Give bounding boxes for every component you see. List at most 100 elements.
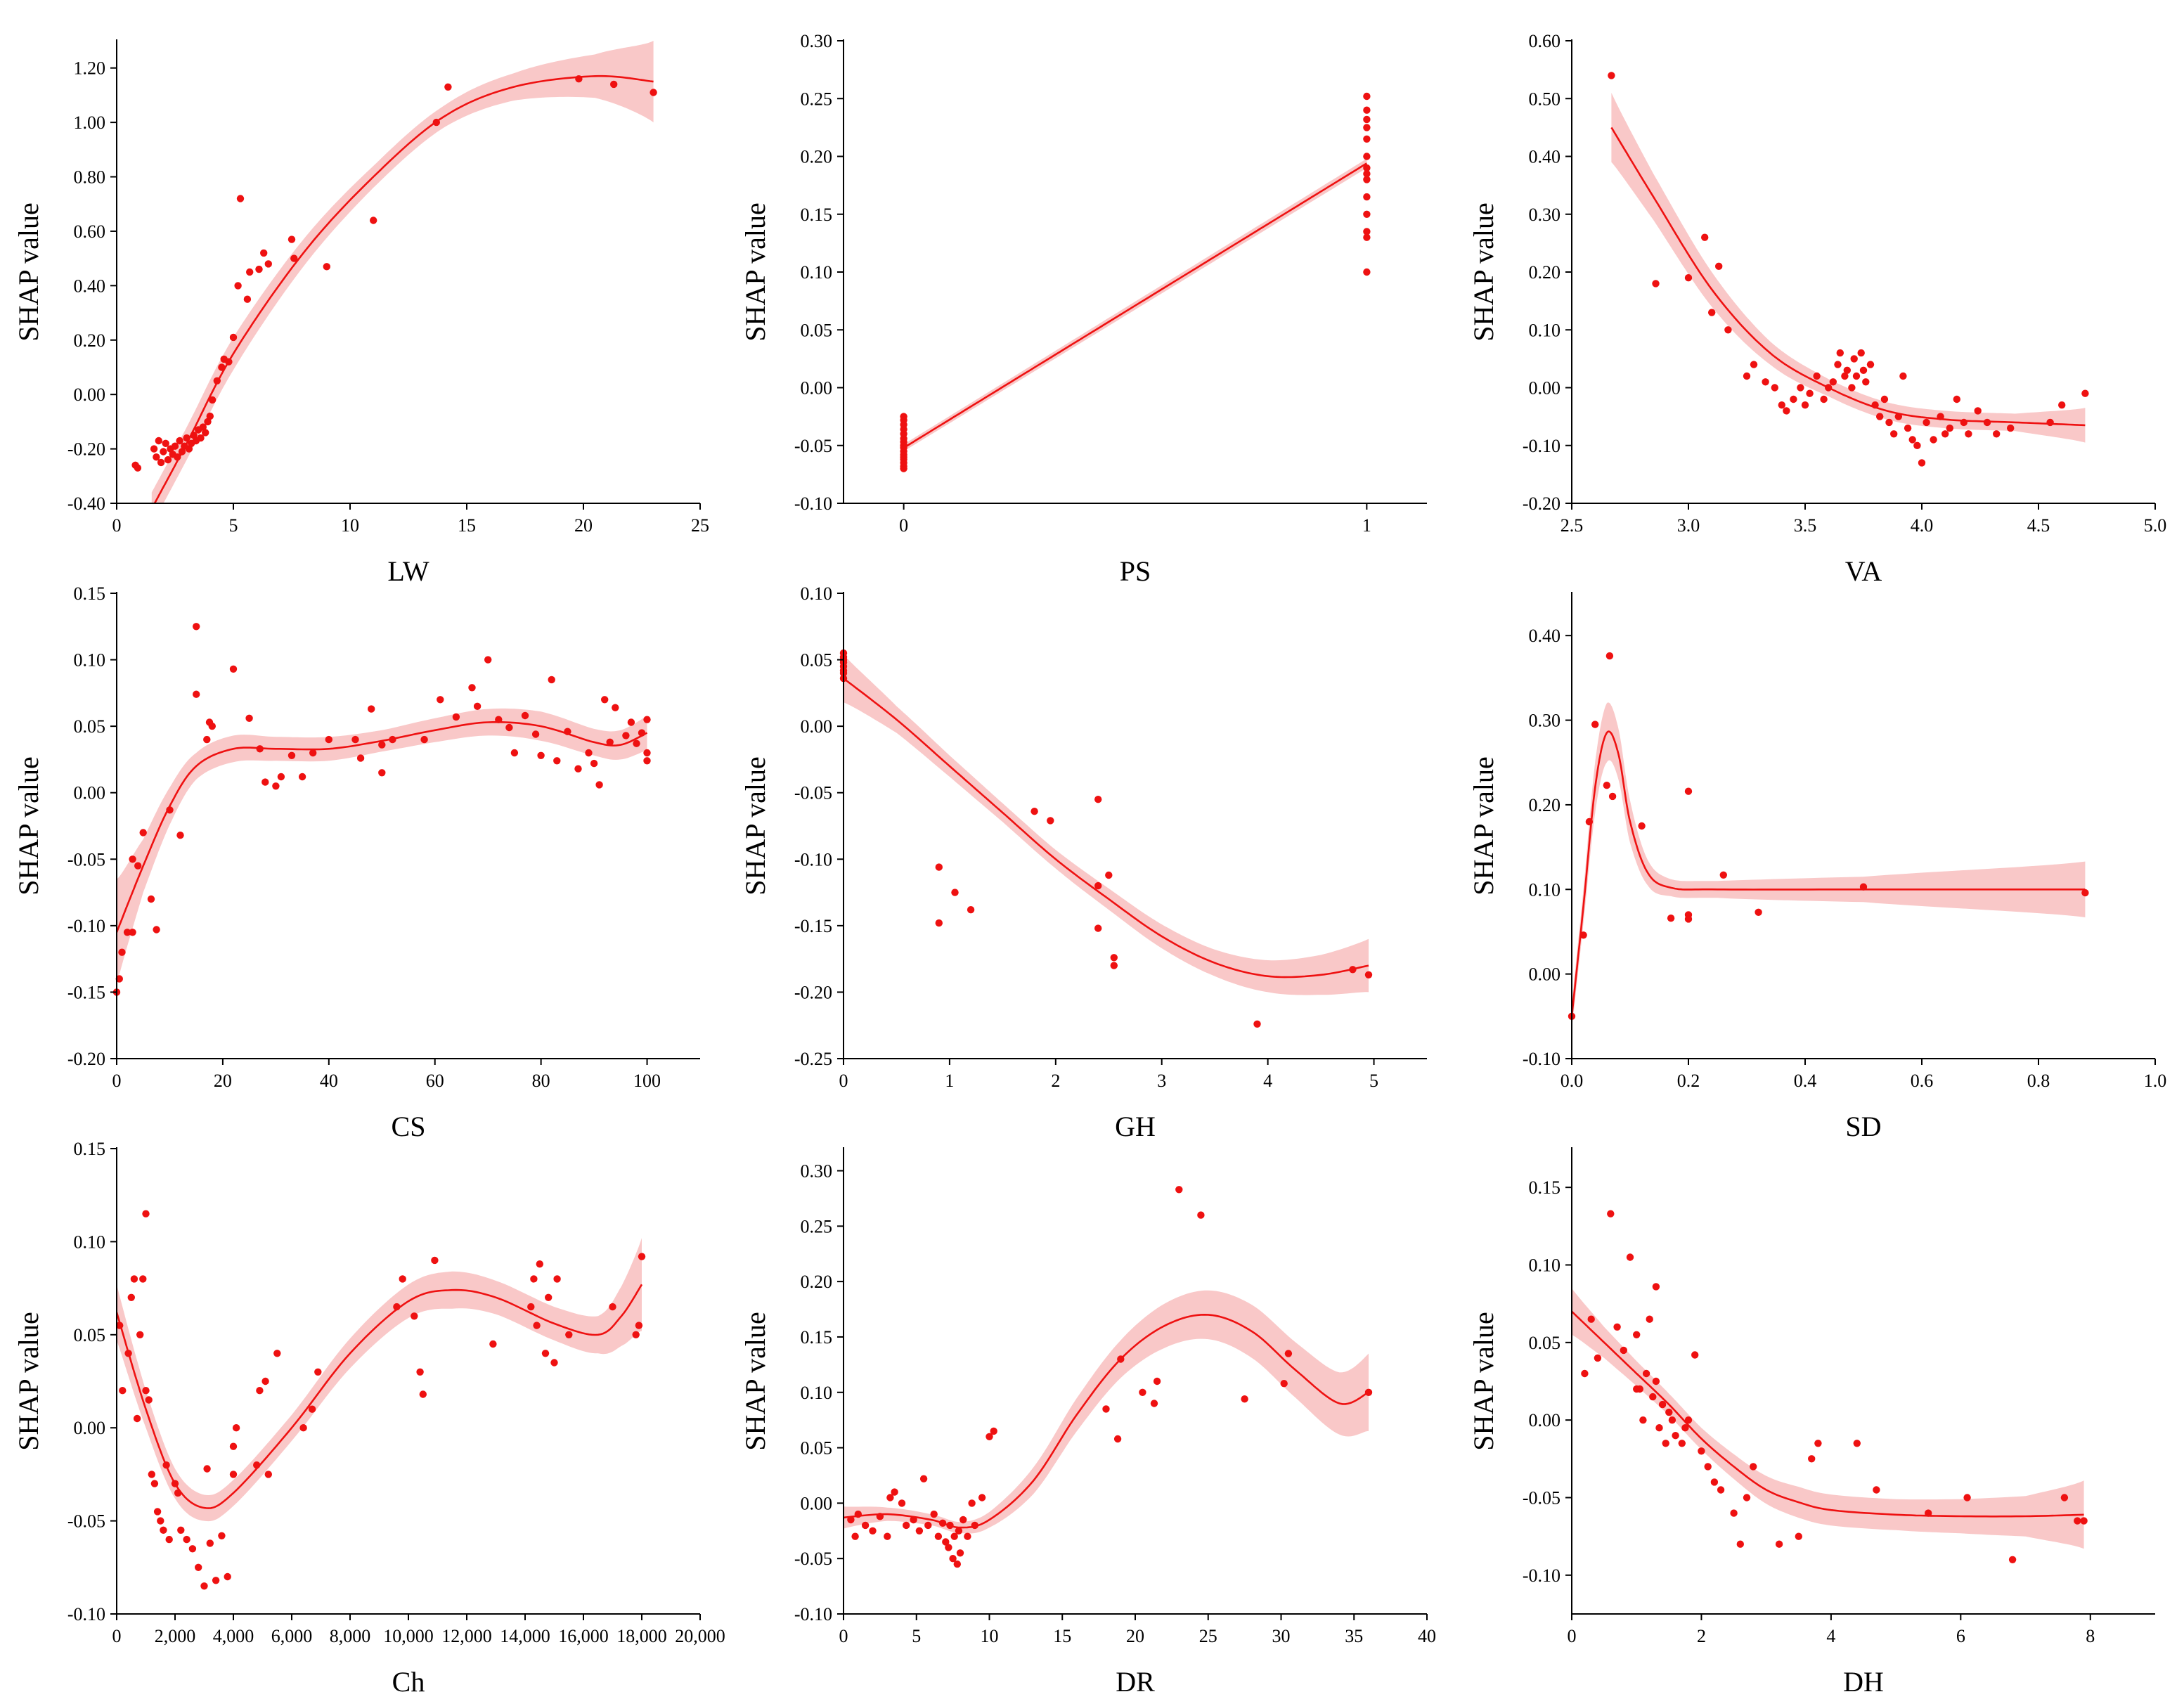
data-point bbox=[1668, 1416, 1676, 1424]
data-point bbox=[218, 1532, 226, 1539]
data-point bbox=[1607, 1210, 1615, 1217]
data-point bbox=[253, 1461, 261, 1469]
y-axis-title: SHAP value bbox=[13, 756, 44, 895]
data-point bbox=[1836, 349, 1844, 357]
confidence-band bbox=[844, 1290, 1369, 1534]
data-point bbox=[399, 1275, 406, 1283]
x-tick-label: 18,000 bbox=[616, 1626, 667, 1646]
x-tick-label: 3.0 bbox=[1677, 515, 1700, 536]
data-point bbox=[1175, 1186, 1183, 1194]
data-point bbox=[157, 458, 165, 467]
data-point bbox=[590, 759, 598, 768]
data-point bbox=[298, 773, 306, 781]
data-point bbox=[1591, 721, 1599, 728]
x-tick-label: 5 bbox=[1369, 1071, 1378, 1091]
data-point bbox=[206, 412, 214, 420]
data-point bbox=[193, 690, 200, 698]
data-point bbox=[541, 1350, 550, 1357]
data-point bbox=[1284, 1350, 1293, 1357]
data-point bbox=[1363, 135, 1371, 143]
data-point bbox=[452, 713, 460, 721]
data-point bbox=[1649, 1393, 1657, 1401]
data-point bbox=[1974, 407, 1982, 415]
data-point bbox=[946, 1521, 954, 1530]
data-point bbox=[246, 268, 254, 276]
data-point bbox=[953, 1560, 962, 1568]
data-point bbox=[1197, 1211, 1205, 1219]
x-axis-title: GH bbox=[1115, 1111, 1156, 1142]
data-point bbox=[1139, 1388, 1146, 1397]
y-tick-label: 0.15 bbox=[74, 583, 106, 604]
data-point bbox=[1241, 1395, 1248, 1403]
data-point bbox=[1363, 164, 1371, 172]
data-point bbox=[1652, 1283, 1660, 1291]
data-point bbox=[218, 363, 226, 371]
data-point bbox=[197, 434, 205, 442]
x-tick-label: 0 bbox=[112, 1626, 122, 1646]
data-point bbox=[188, 1545, 197, 1553]
y-tick-label: 0.80 bbox=[74, 167, 106, 188]
data-point bbox=[950, 1532, 958, 1540]
data-point bbox=[891, 1488, 898, 1496]
data-point bbox=[378, 741, 386, 749]
data-point bbox=[527, 1303, 535, 1311]
data-point bbox=[171, 442, 179, 450]
y-tick-label: 0.15 bbox=[801, 205, 833, 225]
data-point bbox=[1859, 366, 1868, 374]
data-point bbox=[1638, 822, 1646, 830]
y-tick-label: 0.10 bbox=[1529, 1255, 1561, 1276]
data-point bbox=[1918, 459, 1926, 467]
confidence-band bbox=[844, 654, 1369, 995]
data-point bbox=[1866, 361, 1875, 368]
y-tick-label: 0.10 bbox=[74, 650, 106, 671]
data-point bbox=[2046, 418, 2054, 427]
x-tick-label: 1 bbox=[1362, 515, 1371, 536]
data-point bbox=[1030, 808, 1038, 815]
data-point bbox=[495, 716, 503, 723]
data-point bbox=[553, 757, 561, 765]
data-point bbox=[1806, 389, 1814, 397]
panel-dr: -0.10 -0.05 0.00 0.05 0.10 0.15 0.20 0.25 0.30 0 5… bbox=[739, 1147, 1436, 1698]
data-point bbox=[986, 1433, 993, 1440]
y-tick-label: 0.30 bbox=[1529, 711, 1561, 731]
y-tick-label: 0.25 bbox=[801, 89, 833, 109]
data-point bbox=[165, 1535, 173, 1544]
y-tick-label: 0.05 bbox=[74, 1325, 106, 1345]
data-point bbox=[177, 1526, 185, 1534]
confidence-band bbox=[151, 41, 654, 503]
y-tick-label: -0.05 bbox=[794, 1549, 832, 1569]
y-tick-label: -0.05 bbox=[1523, 1488, 1561, 1509]
data-point bbox=[1808, 1455, 1816, 1463]
y-tick-label: 0.05 bbox=[801, 1438, 833, 1459]
data-point bbox=[1094, 924, 1102, 932]
data-point bbox=[643, 749, 651, 757]
confidence-band bbox=[117, 708, 647, 986]
data-point bbox=[1843, 366, 1851, 374]
x-tick-label: 4.0 bbox=[1911, 515, 1934, 536]
data-point bbox=[548, 676, 555, 684]
data-point bbox=[208, 396, 217, 404]
data-point bbox=[1363, 153, 1371, 160]
data-point bbox=[261, 1377, 269, 1385]
x-tick-label: 0 bbox=[112, 1071, 122, 1091]
data-point bbox=[575, 75, 583, 83]
data-point bbox=[162, 439, 169, 447]
data-point bbox=[886, 1494, 894, 1501]
data-point bbox=[473, 702, 482, 710]
x-tick-label: 5 bbox=[229, 515, 238, 536]
data-point bbox=[1110, 954, 1118, 962]
x-tick-label: 20 bbox=[1126, 1626, 1144, 1646]
y-tick-label: -0.10 bbox=[1523, 1049, 1561, 1069]
x-tick-label: 20 bbox=[574, 515, 593, 536]
panel-lw: -0.40 -0.20 0.00 0.20 0.40 0.60 0.80 1.00 1.20 0 5… bbox=[13, 39, 709, 587]
x-tick-label: 0 bbox=[899, 515, 908, 536]
data-point bbox=[1681, 1424, 1689, 1432]
data-point bbox=[1717, 1486, 1725, 1494]
x-axis-title: VA bbox=[1845, 555, 1882, 587]
data-point bbox=[1655, 1424, 1663, 1432]
data-point bbox=[162, 1461, 170, 1469]
data-point bbox=[2080, 1517, 2088, 1525]
x-tick-label: 4.5 bbox=[2027, 515, 2050, 536]
data-point bbox=[1750, 1463, 1757, 1471]
data-point bbox=[206, 1539, 214, 1547]
